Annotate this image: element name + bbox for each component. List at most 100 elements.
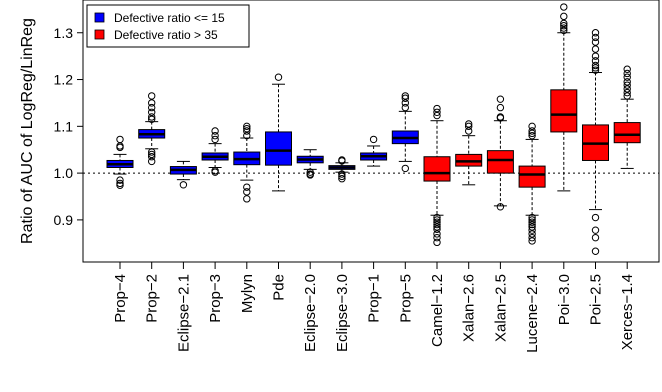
y-tick-label: 1.2 [54, 72, 74, 88]
outlier-point [560, 24, 568, 32]
outlier-point [496, 203, 505, 211]
outlier-point [591, 38, 600, 46]
outlier-point [623, 78, 631, 86]
box-xalan-2-6 [455, 120, 483, 186]
outlier-point [528, 216, 536, 224]
outlier-point [623, 69, 631, 78]
x-tick-label: Lucene−2.4 [524, 274, 541, 353]
outlier-point [433, 238, 441, 247]
outlier-point [433, 104, 441, 113]
x-tick-label: Xalan−2.6 [461, 274, 478, 342]
outlier-point [560, 26, 568, 35]
outlier-point [433, 108, 441, 116]
box-body [613, 122, 641, 144]
outlier-point [148, 115, 156, 124]
outlier-point [623, 92, 631, 100]
outlier-point [528, 131, 536, 140]
outlier-point [338, 175, 346, 183]
outlier-point [433, 223, 441, 231]
outlier-point [306, 171, 314, 179]
y-tick-label: 0.9 [54, 212, 74, 228]
outlier-point [528, 237, 536, 245]
outlier-point [496, 113, 505, 121]
x-tick-label: Xerces−1.4 [619, 274, 636, 350]
outlier-point [623, 88, 631, 97]
outlier-point [528, 122, 536, 131]
outlier-point [528, 226, 536, 234]
x-tick-label: Prop−4 [112, 274, 129, 323]
x-tick-label: Poi−2.5 [588, 274, 605, 325]
outlier-point [148, 148, 156, 156]
legend-label-low: Defective ratio <= 15 [114, 11, 225, 25]
y-axis-label: Ratio of AUC of LogReg/LinReg [19, 18, 36, 244]
box-body [486, 150, 514, 174]
outlier-point [243, 124, 251, 133]
outlier-point [179, 181, 188, 189]
outlier-point [401, 94, 409, 102]
outlier-point [591, 226, 600, 234]
outlier-point [591, 213, 600, 222]
outlier-point [623, 73, 631, 81]
outlier-point [338, 172, 346, 181]
outlier-point [369, 135, 378, 144]
outlier-point [623, 65, 631, 73]
box-mylyn [233, 122, 261, 203]
outlier-point [433, 233, 441, 242]
outlier-point [560, 19, 568, 28]
outlier-point [560, 3, 568, 11]
outlier-point [528, 233, 536, 242]
outlier-point [243, 195, 251, 203]
x-tick-label: Eclipse−2.1 [175, 274, 192, 352]
outlier-point [465, 122, 473, 131]
box-eclipse-2-0 [296, 149, 324, 179]
outlier-point [433, 225, 441, 233]
x-tick-label: Prop−1 [366, 274, 383, 323]
outlier-point [528, 213, 536, 222]
legend-swatch-blue [94, 12, 105, 23]
outlier-point [433, 220, 441, 229]
outlier-point [433, 218, 441, 226]
outlier-point [338, 156, 346, 164]
outlier-point [560, 22, 568, 30]
x-tick-label: Prop−5 [397, 274, 414, 323]
outlier-point [116, 179, 124, 188]
y-tick-label: 1.3 [54, 25, 74, 41]
outlier-point [591, 45, 600, 53]
outlier-point [274, 73, 283, 81]
outlier-point [560, 12, 568, 21]
x-tick-label: Prop−2 [144, 274, 161, 323]
box-eclipse-3-0 [328, 156, 356, 183]
box-body [265, 131, 292, 166]
outlier-point [591, 66, 600, 74]
outlier-point [148, 157, 156, 166]
outlier-point [528, 223, 536, 231]
y-axis: 0.9 1.0 1.1 1.2 1.3 [54, 25, 84, 228]
box-poi-2-5 [582, 29, 609, 255]
box-prop-4 [106, 135, 134, 189]
outlier-point [433, 111, 441, 120]
outlier-point [465, 127, 473, 135]
outlier-point [433, 230, 441, 238]
outlier-point [306, 168, 314, 176]
outlier-point [211, 131, 219, 140]
outlier-point [148, 92, 156, 100]
box-xerces-1-4 [613, 65, 641, 169]
x-axis: Prop−4 Prop−2 Eclipse−2.1 Prop−3 Mylyn Pde Ecl… [112, 261, 636, 353]
outlier-point [116, 181, 124, 189]
legend-label-high: Defective ratio > 35 [114, 28, 218, 42]
x-tick-label: Prop−3 [207, 274, 224, 323]
outlier-point [591, 52, 600, 60]
outlier-point [623, 81, 631, 89]
box-lucene-2-4 [518, 122, 546, 245]
outlier-point [243, 183, 251, 191]
x-tick-label: Pde [271, 274, 288, 301]
outlier-point [528, 230, 536, 238]
outlier-point [401, 103, 409, 112]
outlier-point [433, 216, 441, 224]
outlier-point [243, 131, 251, 140]
outlier-point [148, 99, 156, 107]
box-poi-3-0 [550, 3, 578, 192]
box-prop-1 [360, 135, 388, 167]
boxes [106, 3, 641, 255]
